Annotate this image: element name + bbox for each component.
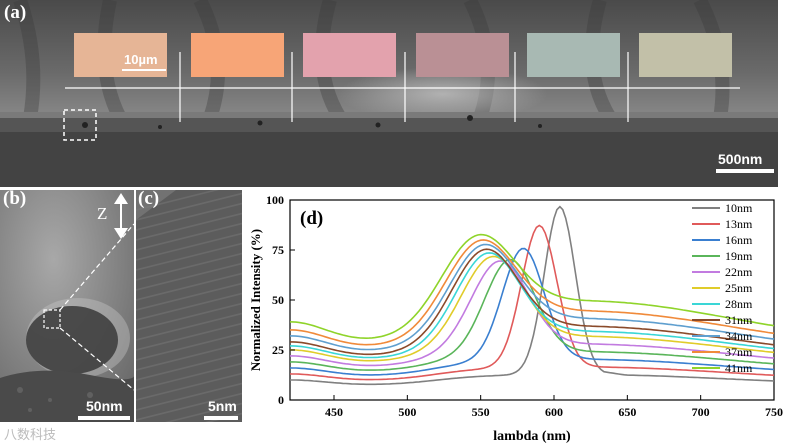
- legend-label-28nm: 28nm: [725, 297, 753, 311]
- y-tick-label: 100: [266, 193, 284, 207]
- panel-c-scale-label: 5nm: [208, 398, 237, 414]
- nanoparticle: [26, 306, 118, 374]
- y-tick-label: 50: [272, 293, 284, 307]
- x-tick-label: 700: [692, 405, 710, 419]
- series-line-13nm: [289, 224, 775, 381]
- panel-d-label: (d): [300, 208, 323, 229]
- series-line-31nm: [290, 248, 775, 356]
- series-line-10nm: [290, 205, 775, 386]
- panel-a-scale-label: 500nm: [718, 151, 763, 167]
- color-swatch-3: [303, 33, 396, 77]
- panel-a-sem-image: 10µm (a) 500nm: [0, 0, 778, 187]
- panel-a-label: (a): [4, 2, 27, 23]
- legend-label-41nm: 41nm: [725, 361, 753, 375]
- panel-a-scale-bar: [716, 169, 774, 173]
- tem-background: [0, 190, 134, 422]
- y-axis-label: Normalized Intensity (%): [248, 229, 263, 371]
- series-line-34nm: [290, 243, 775, 351]
- x-tick-label: 750: [765, 405, 783, 419]
- legend-label-37nm: 37nm: [725, 345, 753, 359]
- panel-b-scale-label: 50nm: [86, 398, 123, 414]
- y-tick-label: 75: [272, 243, 284, 257]
- y-tick-label: 25: [272, 343, 284, 357]
- panel-b-label: (b): [3, 190, 27, 209]
- watermark: 八数科技: [4, 428, 57, 443]
- inset-scale-label: 10µm: [124, 52, 158, 67]
- legend-label-10nm: 10nm: [725, 201, 753, 215]
- spectral-curves: [289, 205, 775, 386]
- color-swatch-5: [527, 33, 620, 77]
- color-swatch-4: [416, 33, 509, 77]
- panel-c-scale-bar: [204, 416, 238, 420]
- y-tick-label: 0: [278, 393, 284, 407]
- axis-ticks: 450 500 550 600 650 700 750 0 25 50 75 100: [266, 193, 783, 419]
- series-line-41nm: [289, 233, 775, 340]
- x-axis-label: lambda (nm): [493, 429, 571, 444]
- z-axis-label: Z: [97, 204, 108, 223]
- inset-scale-bar: [122, 69, 166, 71]
- color-swatch-6: [639, 33, 732, 77]
- legend-label-31nm: 31nm: [725, 313, 753, 327]
- x-tick-label: 500: [398, 405, 416, 419]
- legend: 10nm 13nm 16nm 19nm 22nm 25nm 28nm 31nm 34nm 37nm…: [692, 201, 753, 375]
- hrtem-background: [136, 190, 242, 422]
- panel-c-label: (c): [138, 190, 160, 209]
- panel-d-chart: 450 500 550 600 650 700 750 0 25 50 75 100 10nm 13nm…: [248, 193, 783, 444]
- legend-label-34nm: 34nm: [725, 329, 753, 343]
- panel-b-scale-bar: [78, 416, 130, 420]
- legend-label-25nm: 25nm: [725, 281, 753, 295]
- series-line-19nm: [290, 258, 775, 371]
- legend-label-16nm: 16nm: [725, 233, 753, 247]
- legend-label-13nm: 13nm: [725, 217, 753, 231]
- color-swatch-2: [191, 33, 284, 77]
- legend-label-19nm: 19nm: [725, 249, 753, 263]
- series-line-16nm: [289, 247, 775, 376]
- panel-c-hrtem-image: (c) 5nm: [136, 190, 242, 422]
- legend-label-22nm: 22nm: [725, 265, 753, 279]
- x-tick-label: 450: [325, 405, 343, 419]
- series-line-28nm: [290, 252, 775, 359]
- x-tick-label: 650: [618, 405, 636, 419]
- x-tick-label: 550: [472, 405, 490, 419]
- zoom-region-box: [63, 109, 97, 141]
- sem-background: [0, 0, 778, 187]
- zoom-region-box: [43, 309, 61, 329]
- x-tick-label: 600: [545, 405, 563, 419]
- panel-b-tem-image: (b) Z 50nm: [0, 190, 134, 422]
